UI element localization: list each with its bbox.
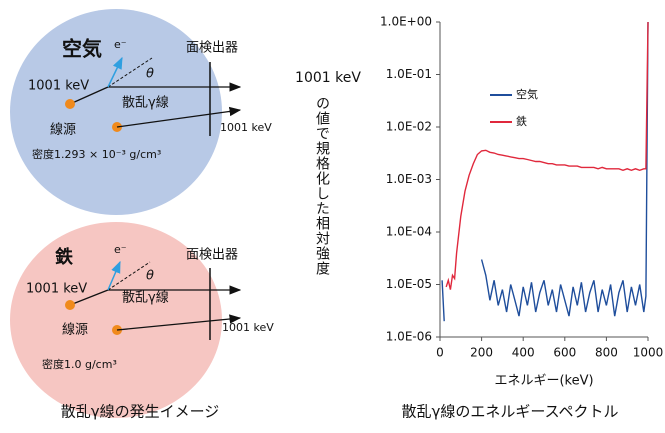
x-tick-label: 800 (595, 346, 618, 360)
scatter-label: 散乱γ線 (122, 95, 169, 111)
energy-label: 1001 keV (26, 282, 87, 297)
source-dot (65, 99, 75, 109)
plot: 1.0E-06 1.0E-05 1.0E-04 1.0E-03 1.0E-02 1.0E-… (380, 15, 663, 360)
x-tick-label: 0 (436, 346, 444, 360)
electron-label: e⁻ (114, 243, 127, 256)
energy-label: 1001 keV (222, 321, 274, 334)
x-tick-label: 200 (470, 346, 493, 360)
source-label: 線源 (62, 322, 88, 338)
series-line (442, 22, 648, 321)
legend-label: 鉄 (516, 114, 527, 128)
detector-label: 面検出器 (186, 248, 238, 263)
y-tick-label: 1.0E-02 (386, 120, 432, 134)
caption: 散乱γ線の発生イメージ (61, 403, 220, 421)
caption: 散乱γ線のエネルギースペクトル (401, 403, 618, 421)
scatter-label: 散乱γ線 (122, 290, 169, 306)
medium-label: 空気 (62, 37, 102, 61)
x-axis-label: エネルギー(keV) (494, 374, 593, 389)
y-tick-label: 1.0E-06 (386, 330, 432, 344)
y-tick-label: 1.0E-05 (386, 277, 432, 291)
y-axis-label: の値で規格化した相対強度 (314, 96, 330, 276)
x-tick-label: 400 (512, 346, 535, 360)
air-diagram: 空気 e⁻ θ 面検出器 1001 keV 散乱γ線 線源 1001 keV 密… (10, 9, 272, 215)
iron-diagram: 鉄 e⁻ θ 面検出器 1001 keV 散乱γ線 線源 1001 keV 密度… (10, 222, 274, 418)
y-tick-label: 1.0E-03 (386, 172, 432, 186)
legend-label: 空気 (516, 87, 538, 101)
figure: 空気 e⁻ θ 面検出器 1001 keV 散乱γ線 線源 1001 keV 密… (0, 0, 665, 433)
angle-label: θ (146, 269, 154, 284)
series-line (446, 22, 648, 290)
electron-label: e⁻ (114, 38, 127, 51)
energy-label: 1001 keV (28, 79, 89, 94)
density-label: 密度1.0 g/cm³ (42, 357, 117, 371)
density-label: 密度1.293 × 10⁻³ g/cm³ (32, 147, 161, 161)
x-tick-label: 1000 (633, 346, 664, 360)
energy-label: 1001 keV (220, 121, 272, 134)
source-dot (65, 300, 75, 310)
source-label: 線源 (50, 122, 76, 138)
angle-label: θ (146, 67, 154, 82)
x-tick-label: 600 (553, 346, 576, 360)
y-tick-label: 1.0E+00 (380, 15, 432, 29)
y-tick-label: 1.0E-01 (386, 67, 432, 81)
y-axis-label: 1001 keV (295, 70, 361, 86)
y-tick-label: 1.0E-04 (386, 225, 432, 239)
detector-label: 面検出器 (186, 41, 238, 56)
medium-label: 鉄 (55, 246, 73, 268)
